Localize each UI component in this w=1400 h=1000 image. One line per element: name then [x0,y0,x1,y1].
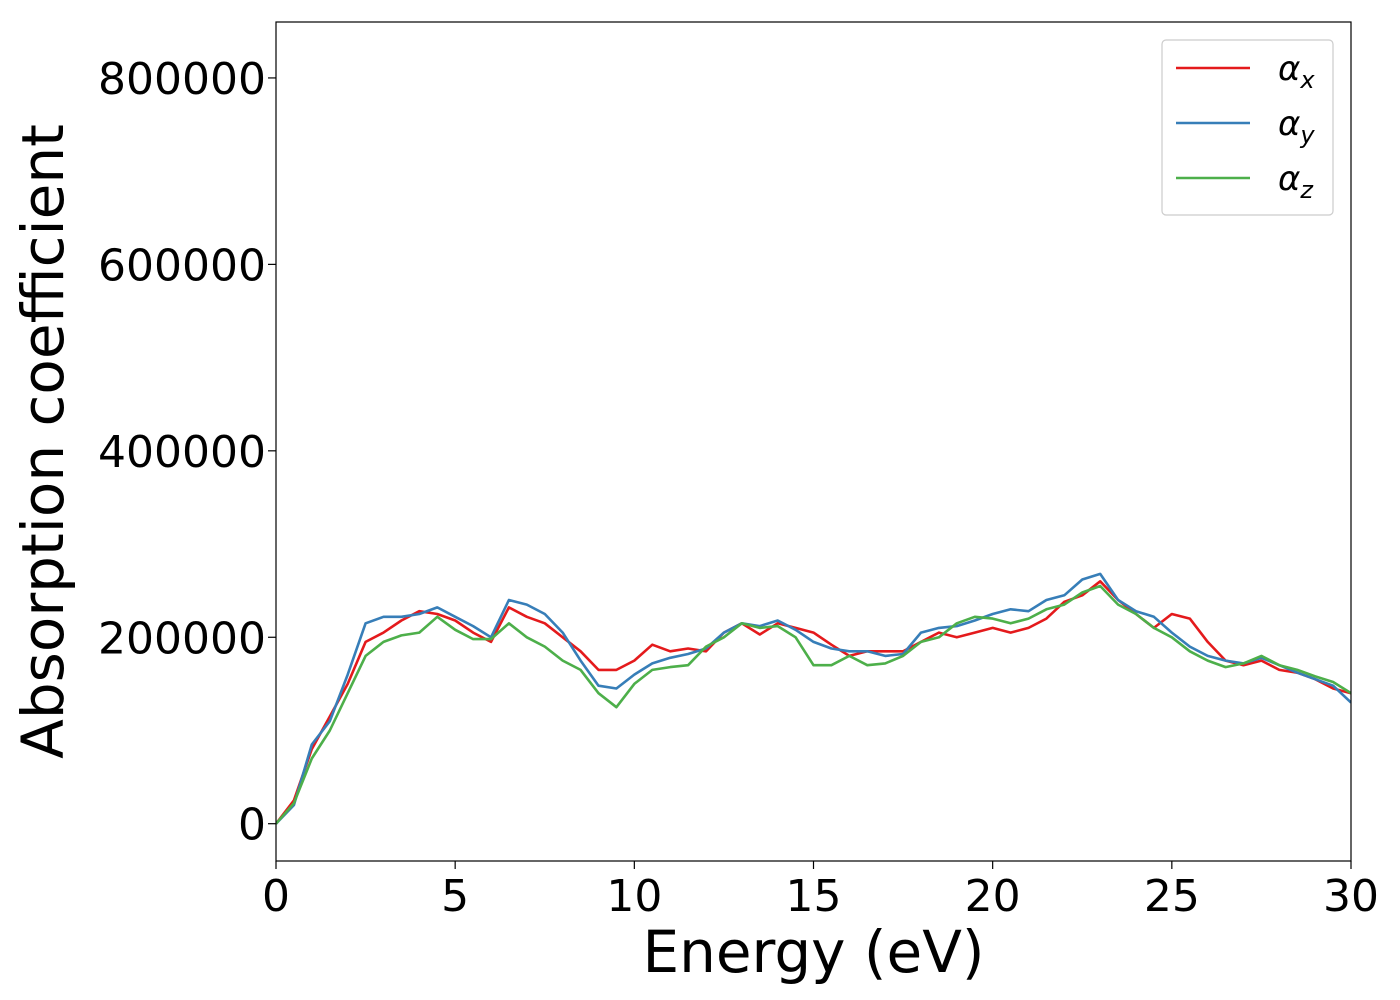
legend-label-y: αy [1278,104,1315,149]
legend: αx αy αz [1161,39,1334,216]
legend-label-z: αz [1278,159,1314,204]
y-tick-label: 400000 [98,427,266,478]
y-tick-label: 200000 [98,613,266,664]
x-tick-label: 10 [606,871,662,922]
y-axis-label: Absorption coefficient [9,124,77,759]
series-line-z [276,584,1351,825]
plot-lines [276,572,1351,825]
x-tick-label: 0 [262,871,290,922]
x-tick-label: 25 [1144,871,1200,922]
y-axis-ticks: 0 200000 400000 600000 800000 [98,54,276,851]
x-tick-label: 30 [1323,871,1379,922]
y-tick-label: 800000 [98,54,266,105]
x-tick-label: 20 [965,871,1021,922]
legend-box [1161,39,1334,216]
x-axis-ticks: 0 5 10 15 20 25 30 [262,861,1379,922]
y-tick-label: 0 [238,800,266,851]
series-line-x [276,579,1351,825]
legend-label-x: αx [1278,49,1315,94]
x-axis-label: Energy (eV) [642,918,984,986]
x-tick-label: 5 [441,871,469,922]
series-line-y [276,572,1351,825]
x-tick-label: 15 [786,871,842,922]
y-tick-label: 600000 [98,240,266,291]
